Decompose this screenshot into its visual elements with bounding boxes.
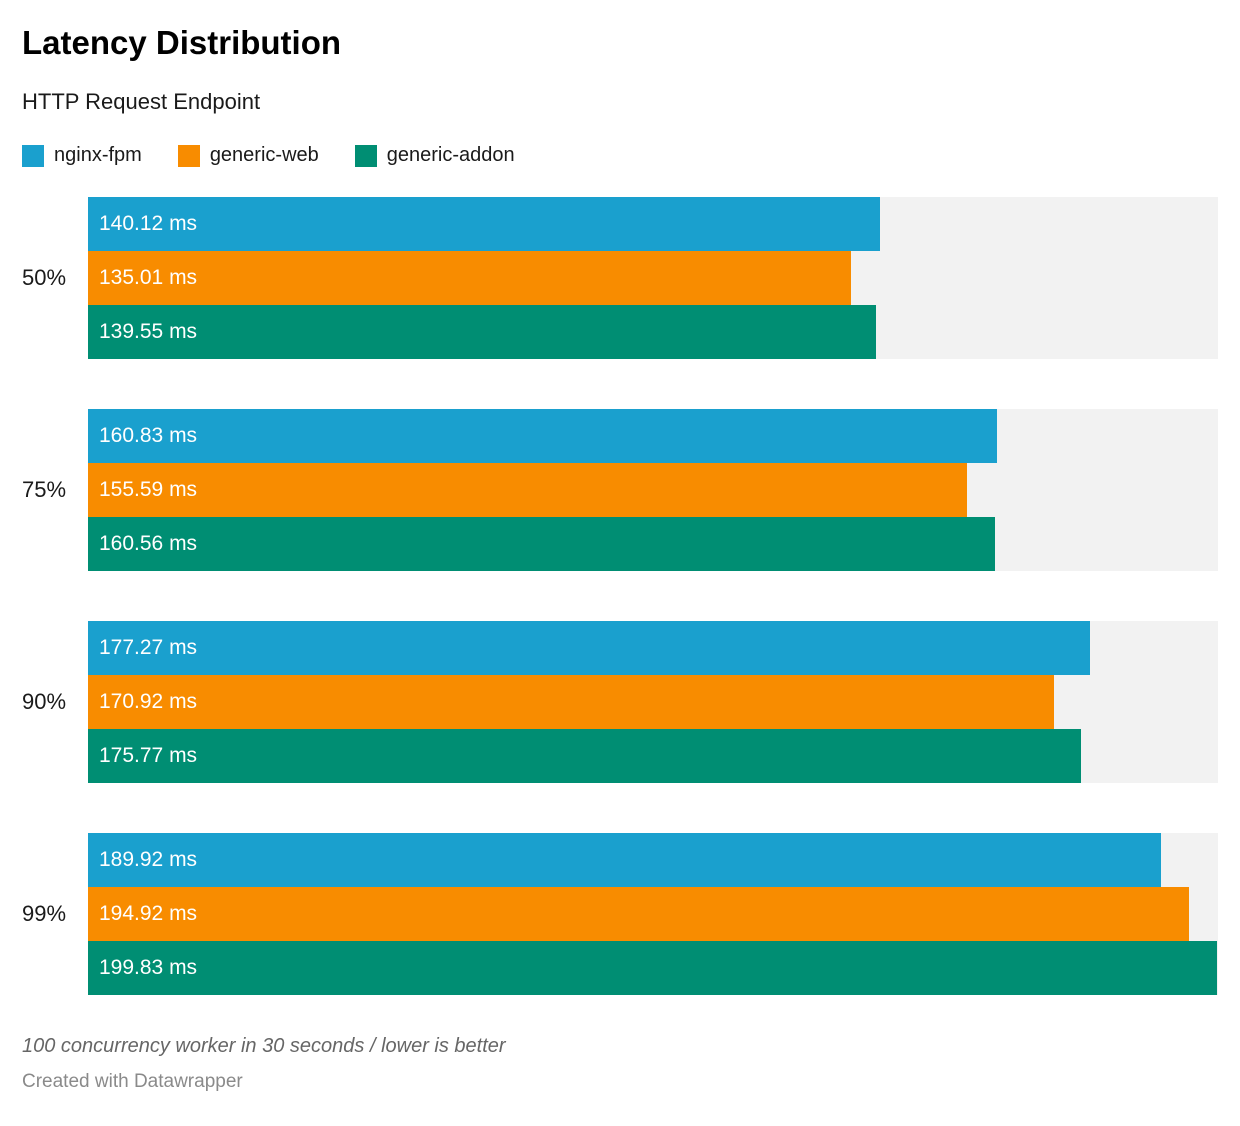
bar-value-label: 177.27 ms xyxy=(99,636,198,659)
bar-chart: 50% 140.12 ms 135.01 ms 139.55 ms 75% 160.83 … xyxy=(22,197,1218,995)
datawrapper-attribution: Created with Datawrapper xyxy=(22,1071,243,1092)
bar-track: 140.12 ms xyxy=(88,197,1218,251)
chart-subtitle: HTTP Request Endpoint xyxy=(22,89,261,114)
bar-nginx-fpm: 189.92 ms xyxy=(88,833,1162,887)
bar-value-label: 199.83 ms xyxy=(99,956,198,979)
bar-value-label: 140.12 ms xyxy=(99,212,198,235)
legend-item-generic-web: generic-web xyxy=(177,144,319,167)
bar-track: 155.59 ms xyxy=(88,463,1218,517)
bar-stack: 189.92 ms 194.92 ms 199.83 ms xyxy=(88,833,1218,995)
bar-value-label: 160.56 ms xyxy=(99,532,198,555)
legend-label: nginx-fpm xyxy=(54,144,142,166)
bar-track: 170.92 ms xyxy=(88,675,1218,729)
category-label: 99% xyxy=(22,901,67,926)
bar-generic-web: 170.92 ms xyxy=(88,675,1054,729)
bar-stack: 160.83 ms 155.59 ms 160.56 ms xyxy=(88,409,1218,571)
bar-track: 135.01 ms xyxy=(88,251,1218,305)
bar-generic-addon: 139.55 ms xyxy=(88,305,877,359)
bar-generic-web: 194.92 ms xyxy=(88,887,1190,941)
category-label: 90% xyxy=(22,689,67,714)
legend-label: generic-web xyxy=(209,144,319,166)
bar-stack: 177.27 ms 170.92 ms 175.77 ms xyxy=(88,621,1218,783)
bar-track: 160.83 ms xyxy=(88,409,1218,463)
bar-generic-web: 155.59 ms xyxy=(88,463,968,517)
legend-item-nginx-fpm: nginx-fpm xyxy=(22,144,142,167)
legend-item-generic-addon: generic-addon xyxy=(354,144,515,167)
bar-value-label: 139.55 ms xyxy=(99,320,198,343)
bar-value-label: 175.77 ms xyxy=(99,744,198,767)
percentile-group-99%: 99% 189.92 ms 194.92 ms 199.83 ms xyxy=(22,833,1218,995)
bar-nginx-fpm: 177.27 ms xyxy=(88,621,1090,675)
bar-value-label: 189.92 ms xyxy=(99,848,198,871)
bar-nginx-fpm: 160.83 ms xyxy=(88,409,997,463)
bar-generic-addon: 175.77 ms xyxy=(88,729,1082,783)
bar-value-label: 155.59 ms xyxy=(99,478,198,501)
category-label: 50% xyxy=(22,265,67,290)
bar-track: 199.83 ms xyxy=(88,941,1218,995)
bar-stack: 140.12 ms 135.01 ms 139.55 ms xyxy=(88,197,1218,359)
bar-track: 160.56 ms xyxy=(88,517,1218,571)
bar-generic-addon: 160.56 ms xyxy=(88,517,996,571)
legend-swatch xyxy=(354,144,377,167)
bar-value-label: 135.01 ms xyxy=(99,266,198,289)
bar-track: 177.27 ms xyxy=(88,621,1218,675)
chart-container: Latency Distribution HTTP Request Endpoi… xyxy=(22,24,1218,1092)
legend-label: generic-addon xyxy=(386,144,515,166)
percentile-group-75%: 75% 160.83 ms 155.59 ms 160.56 ms xyxy=(22,409,1218,571)
bar-track: 189.92 ms xyxy=(88,833,1218,887)
percentile-group-50%: 50% 140.12 ms 135.01 ms 139.55 ms xyxy=(22,197,1218,359)
category-label: 75% xyxy=(22,477,67,502)
bar-track: 139.55 ms xyxy=(88,305,1218,359)
bar-generic-web: 135.01 ms xyxy=(88,251,851,305)
bar-generic-addon: 199.83 ms xyxy=(88,941,1218,995)
chart-title: Latency Distribution xyxy=(22,24,342,61)
legend-swatch xyxy=(22,144,44,167)
bar-track: 194.92 ms xyxy=(88,887,1218,941)
chart-footnote: 100 concurrency worker in 30 seconds / l… xyxy=(22,1035,506,1057)
bar-value-label: 160.83 ms xyxy=(99,424,198,447)
percentile-group-90%: 90% 177.27 ms 170.92 ms 175.77 ms xyxy=(22,621,1218,783)
bar-value-label: 194.92 ms xyxy=(99,902,198,925)
legend: nginx-fpm generic-web generic-addon xyxy=(22,144,1218,167)
bar-track: 175.77 ms xyxy=(88,729,1218,783)
bar-nginx-fpm: 140.12 ms xyxy=(88,197,880,251)
bar-value-label: 170.92 ms xyxy=(99,690,198,713)
legend-swatch xyxy=(177,144,200,167)
